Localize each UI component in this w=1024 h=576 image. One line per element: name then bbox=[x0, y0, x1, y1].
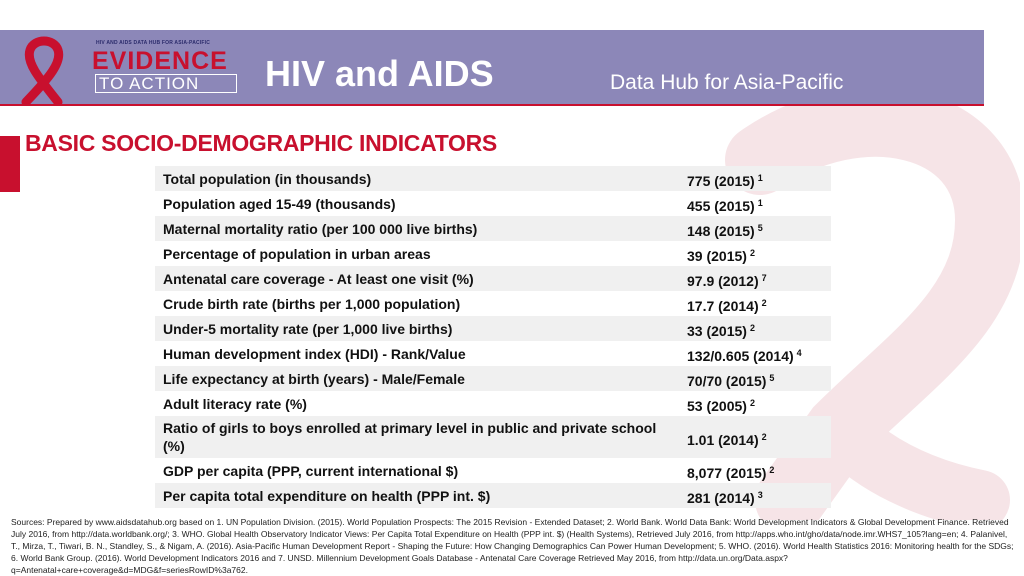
indicator-reference: 5 bbox=[757, 223, 763, 233]
indicator-value-text: 33 (2015) bbox=[687, 323, 747, 339]
indicator-reference: 1 bbox=[757, 173, 763, 183]
indicator-row: Antenatal care coverage - At least one v… bbox=[155, 266, 831, 291]
header-divider bbox=[0, 104, 984, 106]
indicator-row: Per capita total expenditure on health (… bbox=[155, 483, 831, 508]
indicator-value-text: 1.01 (2014) bbox=[687, 431, 759, 448]
indicator-reference: 2 bbox=[761, 298, 767, 308]
indicator-label: GDP per capita (PPP, current internation… bbox=[163, 462, 459, 479]
indicator-value-text: 132/0.605 (2014) bbox=[687, 348, 794, 364]
top-strip bbox=[0, 0, 1024, 30]
indicator-reference: 2 bbox=[761, 431, 767, 442]
indicator-value: 53 (2005) 2 bbox=[680, 393, 831, 414]
page-title: HIV and AIDS bbox=[265, 53, 494, 94]
indicator-reference: 1 bbox=[757, 198, 763, 208]
indicator-label: Population aged 15-49 (thousands) bbox=[163, 195, 396, 212]
indicator-label: Under-5 mortality rate (per 1,000 live b… bbox=[163, 320, 453, 337]
indicator-value-text: 281 (2014) bbox=[687, 490, 755, 506]
indicator-value-text: 53 (2005) bbox=[687, 398, 747, 414]
indicator-value-text: 97.9 (2012) bbox=[687, 273, 759, 289]
indicator-label: Percentage of population in urban areas bbox=[163, 245, 431, 262]
logo-action-text: TO ACTION bbox=[95, 74, 237, 93]
indicator-reference: 2 bbox=[749, 323, 755, 333]
indicator-value: 775 (2015) 1 bbox=[680, 168, 831, 189]
indicator-value-text: 70/70 (2015) bbox=[687, 373, 767, 389]
logo-evidence-text: EVIDENCE bbox=[92, 47, 228, 75]
indicator-value: 33 (2015) 2 bbox=[680, 318, 831, 339]
indicator-label: Maternal mortality ratio (per 100 000 li… bbox=[163, 220, 478, 237]
indicator-label: Crude birth rate (births per 1,000 popul… bbox=[163, 295, 461, 312]
indicator-reference: 2 bbox=[749, 248, 755, 258]
indicator-row: Percentage of population in urban areas 3… bbox=[155, 241, 831, 266]
indicator-label: Per capita total expenditure on health (… bbox=[163, 487, 491, 504]
indicator-value: 8,077 (2015) 2 bbox=[680, 460, 831, 481]
logo: HIV AND AIDS DATA HUB FOR ASIA-PACIFIC E… bbox=[0, 30, 252, 105]
indicator-value-text: 455 (2015) bbox=[687, 198, 755, 214]
indicator-reference: 5 bbox=[769, 373, 775, 383]
indicator-value: 281 (2014) 3 bbox=[680, 485, 831, 506]
indicator-row: Adult literacy rate (%) 53 (2005) 2 bbox=[155, 391, 831, 416]
indicator-row: Life expectancy at birth (years) - Male/… bbox=[155, 366, 831, 391]
indicator-label: Ratio of girls to boys enrolled at prima… bbox=[163, 420, 657, 454]
indicator-label: Human development index (HDI) - Rank/Val… bbox=[163, 345, 466, 362]
red-ribbon-logo-icon bbox=[21, 36, 64, 104]
indicator-row: Crude birth rate (births per 1,000 popul… bbox=[155, 291, 831, 316]
indicator-label: Total population (in thousands) bbox=[163, 170, 372, 187]
indicator-reference: 4 bbox=[796, 348, 802, 358]
indicator-value-text: 148 (2015) bbox=[687, 223, 755, 239]
indicator-value: 455 (2015) 1 bbox=[680, 193, 831, 214]
indicator-row: Maternal mortality ratio (per 100 000 li… bbox=[155, 216, 831, 241]
logo-tagline: HIV AND AIDS DATA HUB FOR ASIA-PACIFIC bbox=[96, 40, 211, 46]
indicator-row: GDP per capita (PPP, current internation… bbox=[155, 458, 831, 483]
indicator-row: Population aged 15-49 (thousands) 455 (20… bbox=[155, 191, 831, 216]
indicator-row: Ratio of girls to boys enrolled at prima… bbox=[155, 416, 831, 458]
indicator-row: Human development index (HDI) - Rank/Val… bbox=[155, 341, 831, 366]
indicator-value-text: 775 (2015) bbox=[687, 173, 755, 189]
indicator-label: Life expectancy at birth (years) - Male/… bbox=[163, 370, 465, 387]
indicator-value-text: 17.7 (2014) bbox=[687, 298, 759, 314]
indicator-value-text: 39 (2015) bbox=[687, 248, 747, 264]
indicator-value: 132/0.605 (2014) 4 bbox=[680, 343, 831, 364]
indicator-row: Under-5 mortality rate (per 1,000 live b… bbox=[155, 316, 831, 341]
sources-footnote: Sources: Prepared by www.aidsdatahub.org… bbox=[11, 517, 1014, 575]
section-title: BASIC SOCIO-DEMOGRAPHIC INDICATORS bbox=[25, 130, 497, 156]
page-subtitle: Data Hub for Asia-Pacific bbox=[610, 71, 844, 94]
section-marker bbox=[0, 136, 20, 192]
background-ribbon-graphic bbox=[725, 100, 1020, 520]
indicator-value: 39 (2015) 2 bbox=[680, 243, 831, 264]
indicator-value-text: 8,077 (2015) bbox=[687, 465, 767, 481]
indicator-row: Total population (in thousands) 775 (2015… bbox=[155, 166, 831, 191]
indicator-label: Adult literacy rate (%) bbox=[163, 395, 307, 412]
indicator-value: 70/70 (2015) 5 bbox=[680, 368, 831, 389]
indicator-reference: 7 bbox=[761, 273, 767, 283]
indicator-value: 1.01 (2014) 2 bbox=[680, 427, 831, 448]
indicator-value: 17.7 (2014) 2 bbox=[680, 293, 831, 314]
indicator-reference: 2 bbox=[769, 465, 775, 475]
indicator-value: 97.9 (2012) 7 bbox=[680, 268, 831, 289]
indicator-reference: 3 bbox=[757, 490, 763, 500]
indicators-table: Total population (in thousands) 775 (2015… bbox=[155, 166, 831, 508]
indicator-label: Antenatal care coverage - At least one v… bbox=[163, 270, 474, 287]
indicator-reference: 2 bbox=[749, 398, 755, 408]
indicator-value: 148 (2015) 5 bbox=[680, 218, 831, 239]
